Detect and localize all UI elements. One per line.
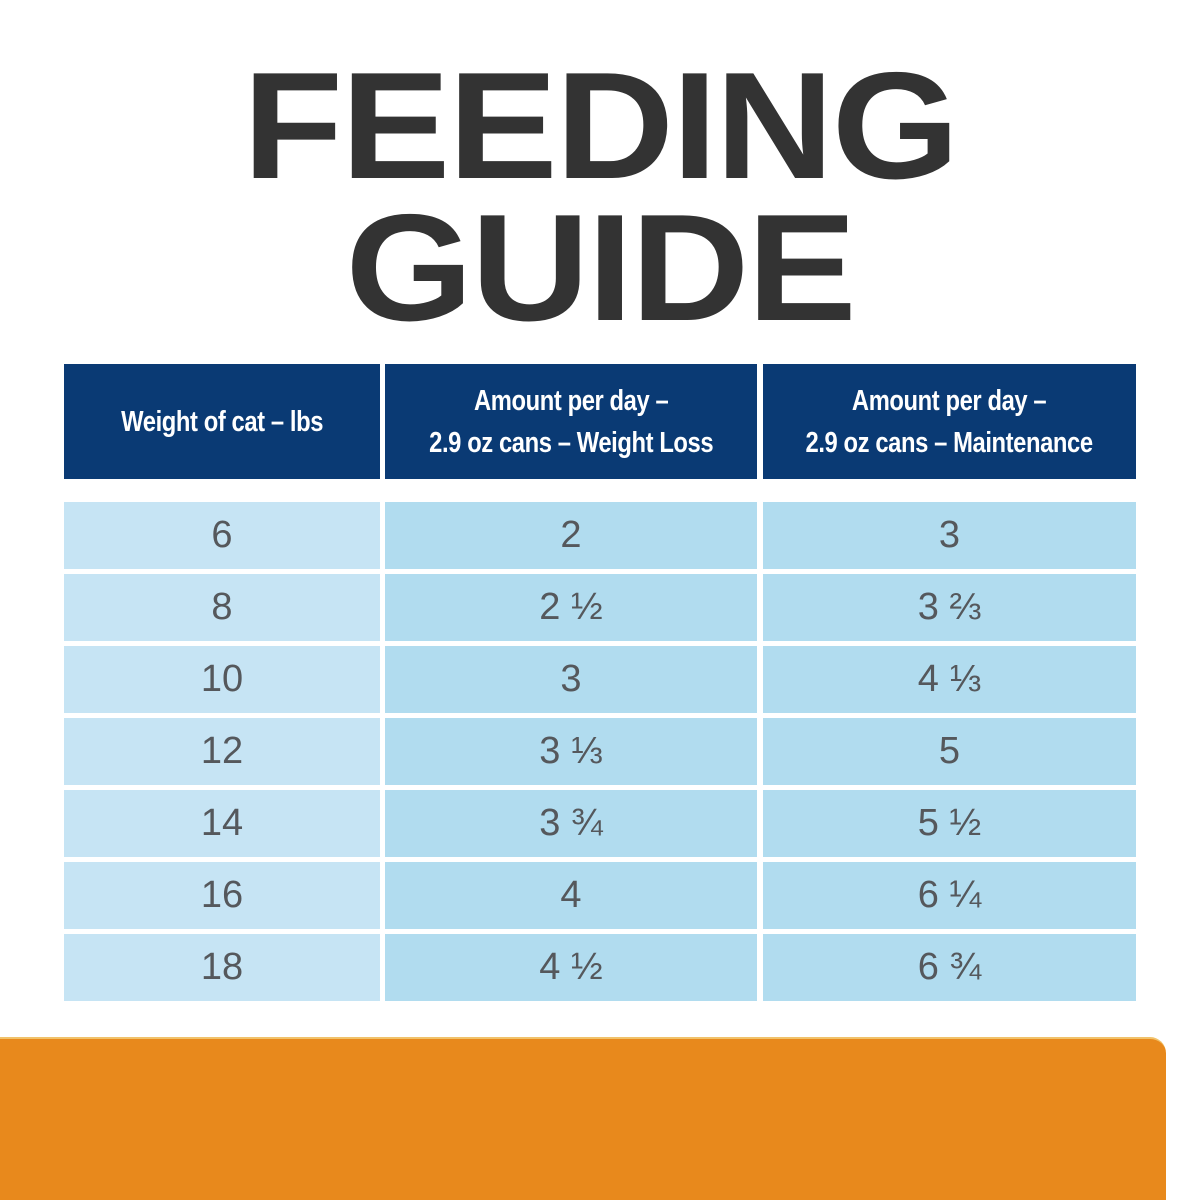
header-weight-of-cat: Weight of cat – lbs <box>64 364 380 479</box>
title-line-1: FEEDING <box>242 41 960 211</box>
table-row: 12 3 ⅓ 5 <box>64 718 1136 785</box>
header-weight-loss-line-2: 2.9 oz cans – Weight Loss <box>428 426 713 459</box>
header-maintenance: Amount per day – 2.9 oz cans – Maintenan… <box>763 364 1136 479</box>
maintenance-cell: 4 ⅓ <box>763 646 1136 713</box>
weight-cell: 18 <box>64 934 380 1001</box>
maintenance-cell: 5 <box>763 718 1136 785</box>
table-body: 6 2 3 8 2 ½ 3 ⅔ 10 3 4 ⅓ 12 3 ⅓ 5 14 3 ¾ <box>64 502 1136 1001</box>
weight-loss-cell: 3 ¾ <box>385 790 757 857</box>
weight-loss-cell: 3 ⅓ <box>385 718 757 785</box>
weight-loss-cell: 4 <box>385 862 757 929</box>
orange-footer-band <box>0 1037 1166 1200</box>
weight-cell: 6 <box>64 502 380 569</box>
weight-cell: 8 <box>64 574 380 641</box>
table-row: 6 2 3 <box>64 502 1136 569</box>
weight-cell: 16 <box>64 862 380 929</box>
weight-loss-cell: 2 ½ <box>385 574 757 641</box>
weight-loss-cell: 3 <box>385 646 757 713</box>
weight-cell: 10 <box>64 646 380 713</box>
maintenance-cell: 6 ¾ <box>763 934 1136 1001</box>
weight-loss-cell: 2 <box>385 502 757 569</box>
feeding-table: Weight of cat – lbs Amount per day – 2.9… <box>64 364 1136 1006</box>
header-weight-loss: Amount per day – 2.9 oz cans – Weight Lo… <box>385 364 757 479</box>
maintenance-cell: 3 <box>763 502 1136 569</box>
table-row: 16 4 6 ¼ <box>64 862 1136 929</box>
header-weight-loss-line-1: Amount per day – <box>473 384 669 417</box>
header-weight-line-1: Weight of cat – lbs <box>121 405 323 438</box>
maintenance-cell: 6 ¼ <box>763 862 1136 929</box>
title-line-2: GUIDE <box>345 183 856 353</box>
maintenance-cell: 3 ⅔ <box>763 574 1136 641</box>
header-maintenance-line-2: 2.9 oz cans – Maintenance <box>805 426 1094 459</box>
weight-loss-cell: 4 ½ <box>385 934 757 1001</box>
table-row: 18 4 ½ 6 ¾ <box>64 934 1136 1001</box>
table-row: 14 3 ¾ 5 ½ <box>64 790 1136 857</box>
maintenance-cell: 5 ½ <box>763 790 1136 857</box>
table-header-row: Weight of cat – lbs Amount per day – 2.9… <box>64 364 1136 479</box>
header-maintenance-line-1: Amount per day – <box>852 384 1047 417</box>
table-row: 10 3 4 ⅓ <box>64 646 1136 713</box>
weight-cell: 14 <box>64 790 380 857</box>
weight-cell: 12 <box>64 718 380 785</box>
table-row: 8 2 ½ 3 ⅔ <box>64 574 1136 641</box>
